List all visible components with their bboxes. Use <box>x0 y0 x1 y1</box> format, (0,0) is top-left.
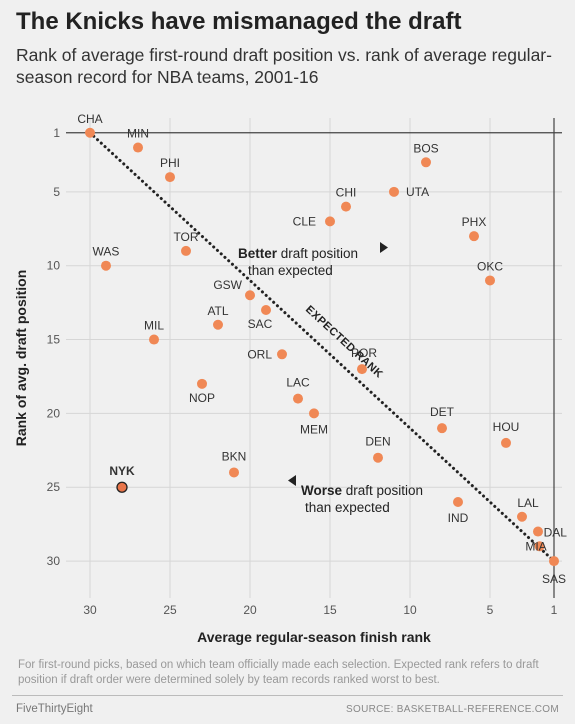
label-bkn: BKN <box>222 449 247 463</box>
label-bos: BOS <box>413 141 438 155</box>
point-orl <box>277 349 287 360</box>
point-atl <box>213 319 223 330</box>
point-ind <box>453 497 463 507</box>
left-arrow-icon <box>288 475 296 486</box>
annotation-worse-line1: Worse draft position <box>301 483 423 498</box>
y-axis-title: Rank of avg. draft position <box>13 270 29 447</box>
data-points <box>85 127 559 567</box>
x-tick-label: 10 <box>403 603 417 617</box>
grid-lines <box>66 118 562 598</box>
team-labels: CHA MIN PHI BOS CHI UTA CLE PHX TOR WAS OKC GSW SAC A… <box>77 112 567 586</box>
x-axis-title: Average regular-season finish rank <box>197 629 431 645</box>
chart-title: The Knicks have mismanaged the draft <box>16 8 462 35</box>
label-phi: PHI <box>160 156 180 170</box>
y-tick-label: 1 <box>53 126 60 140</box>
point-mia <box>533 526 543 537</box>
right-arrow-icon <box>380 242 388 253</box>
x-tick-label: 30 <box>83 603 97 617</box>
label-hou: HOU <box>493 420 520 434</box>
footnote: For first-round picks, based on which te… <box>18 659 539 686</box>
brand-name: FiveThirtyEight <box>16 703 93 715</box>
x-tick-label: 1 <box>551 603 558 617</box>
annotation-worse-bold: Worse <box>301 483 343 498</box>
y-tick-label: 20 <box>47 406 61 420</box>
label-den: DEN <box>365 435 390 449</box>
label-por: POR <box>351 346 377 360</box>
label-atl: ATL <box>207 304 228 318</box>
label-sac: SAC <box>248 317 273 331</box>
label-orl: ORL <box>247 347 272 361</box>
label-gsw: GSW <box>213 278 242 292</box>
point-sas <box>549 556 559 567</box>
label-det: DET <box>430 405 455 419</box>
point-det <box>437 423 447 434</box>
x-tick-label: 5 <box>487 603 494 617</box>
point-uta <box>389 186 399 197</box>
annotation-worse-line2: than expected <box>305 500 390 515</box>
y-tick-label: 15 <box>47 333 61 347</box>
annotation-worse-rest: draft position <box>342 483 423 498</box>
point-hou <box>501 437 511 448</box>
point-mil <box>149 334 159 345</box>
point-was <box>101 260 111 271</box>
label-min: MIN <box>127 127 149 141</box>
y-tick-label: 30 <box>47 554 61 568</box>
point-lal <box>517 511 527 522</box>
point-min <box>133 142 143 153</box>
label-ind: IND <box>448 511 469 525</box>
point-dal <box>534 541 545 552</box>
x-tick-label: 25 <box>163 603 177 617</box>
label-mem: MEM <box>300 422 328 436</box>
annotation-better-bold: Better <box>238 246 278 261</box>
point-mem <box>309 408 319 419</box>
source-credit: SOURCE: BASKETBALL-REFERENCE.COM <box>346 704 559 715</box>
point-cha <box>85 127 95 138</box>
annotation-better-rest: draft position <box>277 246 358 261</box>
label-uta: UTA <box>406 185 429 199</box>
label-was: WAS <box>93 245 120 259</box>
point-chi <box>341 201 351 212</box>
chart-subtitle: Rank of average first-round draft positi… <box>16 45 552 87</box>
point-nyk <box>116 481 128 493</box>
point-bos <box>421 157 431 168</box>
point-den <box>373 452 383 463</box>
expected-rank-diagonal <box>88 131 556 563</box>
x-tick-label: 20 <box>243 603 257 617</box>
point-tor <box>181 245 191 256</box>
label-tor: TOR <box>173 230 198 244</box>
point-nop <box>197 378 207 389</box>
point-gsw <box>245 290 255 301</box>
point-sac <box>261 305 271 315</box>
label-sas: SAS <box>542 572 566 586</box>
label-okc: OKC <box>477 259 503 273</box>
point-phi <box>165 172 175 183</box>
label-phx: PHX <box>462 215 487 229</box>
label-mia: MIA <box>525 540 546 554</box>
label-lal: LAL <box>517 496 539 510</box>
annotations: Better draft position than expected Worse … <box>238 242 423 515</box>
label-nyk: NYK <box>109 464 135 478</box>
point-okc <box>485 275 495 286</box>
label-lac: LAC <box>286 376 310 390</box>
annotation-better-line2: than expected <box>248 263 333 278</box>
x-tick-label: 15 <box>323 603 337 617</box>
point-cle <box>325 216 335 227</box>
label-cle: CLE <box>293 214 316 228</box>
footer-divider <box>12 695 563 696</box>
label-cha: CHA <box>77 112 102 126</box>
point-bkn <box>229 467 239 478</box>
label-dal: DAL <box>544 525 568 539</box>
annotation-better-line1: Better draft position <box>238 246 358 261</box>
y-tick-label: 5 <box>53 185 60 199</box>
label-chi: CHI <box>336 186 357 200</box>
point-por <box>357 364 367 375</box>
label-nop: NOP <box>189 391 215 405</box>
y-tick-label: 10 <box>47 259 61 273</box>
point-lac <box>293 393 303 404</box>
point-phx <box>469 231 479 242</box>
y-tick-label: 25 <box>47 480 61 494</box>
label-mil: MIL <box>144 319 164 333</box>
